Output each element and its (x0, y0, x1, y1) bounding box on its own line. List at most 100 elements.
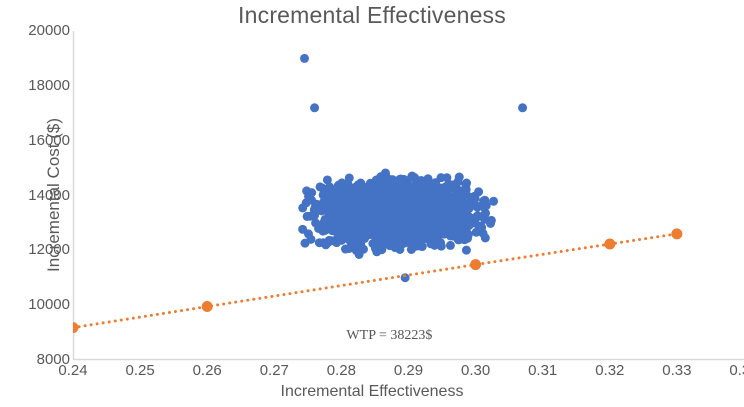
x-tick-label: 0.26 (192, 362, 222, 379)
x-tick-label: 0.34 (729, 362, 744, 379)
x-tick-label: 0.29 (393, 362, 424, 379)
x-tick-label: 0.31 (528, 362, 558, 379)
scatter-point (456, 231, 466, 241)
scatter-point (480, 233, 490, 243)
scatter-point (306, 234, 316, 244)
y-tick-label: 12000 (28, 241, 70, 259)
scatter-point (387, 184, 397, 194)
scatter-point (322, 175, 332, 185)
scatter-point (383, 237, 393, 247)
scatter-point (374, 215, 384, 225)
scatter-point (381, 205, 391, 215)
scatter-point (344, 244, 354, 253)
scatter-point (363, 206, 373, 216)
scatter-point (461, 245, 471, 255)
x-tick-label: 0.24 (58, 362, 88, 379)
scatter-point (325, 211, 335, 221)
x-axis-title: Incremental Effectiveness (280, 383, 464, 400)
wtp-line-marker (73, 322, 79, 334)
scatter-point (369, 184, 379, 194)
scatter-point (390, 238, 400, 248)
scatter-outlier-point (518, 103, 528, 113)
scatter-point (316, 204, 326, 214)
scatter-series-points (298, 53, 528, 283)
scatter-point (440, 193, 450, 203)
scatter-point (412, 212, 422, 222)
scatter-point (353, 231, 363, 241)
scatter-point (358, 195, 368, 205)
scatter-point (433, 225, 443, 235)
scatter-point (381, 168, 390, 178)
x-tick-label: 0.32 (595, 362, 625, 379)
scatter-point (471, 201, 481, 211)
chart-title: Incremental Effectiveness (238, 2, 506, 28)
scatter-point (407, 203, 417, 213)
scatter-point (489, 196, 499, 206)
scatter-point (335, 202, 345, 212)
scatter-point (461, 216, 471, 226)
scatter-point (314, 238, 324, 248)
scatter-point (420, 201, 430, 211)
scatter-point (397, 216, 407, 226)
scatter-point (318, 183, 328, 193)
scatter-point (426, 235, 436, 245)
scatter-point (324, 235, 334, 245)
scatter-point (464, 203, 474, 213)
scatter-point (441, 186, 451, 196)
x-tick-label: 0.27 (259, 362, 289, 379)
scatter-point (429, 202, 438, 212)
scatter-point (332, 238, 342, 248)
scatter-point (447, 201, 457, 211)
scatter-point (399, 174, 409, 184)
scatter-point (331, 217, 341, 227)
scatter-outlier-point (300, 53, 309, 63)
scatter-point (361, 225, 371, 235)
scatter-point (480, 209, 490, 219)
scatter-point (388, 218, 398, 228)
scatter-point (371, 233, 381, 243)
scatter-point (440, 205, 450, 215)
scatter-point (352, 185, 362, 195)
scatter-point (395, 225, 405, 235)
wtp-line-marker (470, 259, 482, 271)
x-tick-label: 0.33 (662, 362, 692, 379)
scatter-point (344, 173, 354, 183)
scatter-point (380, 195, 390, 205)
scatter-point (391, 177, 401, 187)
scatter-point (309, 205, 319, 215)
y-tick-label: 10000 (28, 296, 70, 314)
wtp-line-series (73, 228, 683, 334)
scatter-point (453, 191, 463, 201)
scatter-point (436, 173, 446, 183)
scatter-point (298, 224, 308, 234)
scatter-point (416, 175, 426, 185)
wtp-line-marker (201, 301, 213, 313)
y-tick-label: 14000 (28, 186, 70, 204)
scatter-point (305, 211, 315, 221)
scatter-point (343, 187, 353, 197)
plot-area (73, 53, 683, 334)
scatter-point (341, 230, 351, 240)
scatter-point (433, 213, 443, 223)
y-tick-label: 8000 (36, 351, 70, 368)
x-tick-label: 0.28 (326, 362, 356, 379)
scatter-point (398, 195, 408, 205)
wtp-line-marker (604, 238, 616, 250)
scatter-point (406, 244, 416, 254)
scatter-point (485, 218, 495, 228)
scatter-point (407, 172, 417, 182)
scatter-point (327, 190, 337, 200)
scatter-point (422, 223, 432, 233)
wtp-annotation-label: WTP = 38223$ (346, 328, 433, 344)
scatter-point (361, 182, 371, 192)
scatter-point (474, 187, 484, 197)
x-tick-label: 0.25 (125, 362, 155, 379)
scatter-point (448, 222, 458, 232)
scatter-point (454, 172, 464, 182)
y-tick-label: 20000 (28, 22, 70, 39)
scatter-outlier-point (310, 103, 320, 113)
scatter-point (354, 249, 364, 259)
scatter-point (479, 196, 489, 206)
scatter-point (411, 184, 421, 194)
